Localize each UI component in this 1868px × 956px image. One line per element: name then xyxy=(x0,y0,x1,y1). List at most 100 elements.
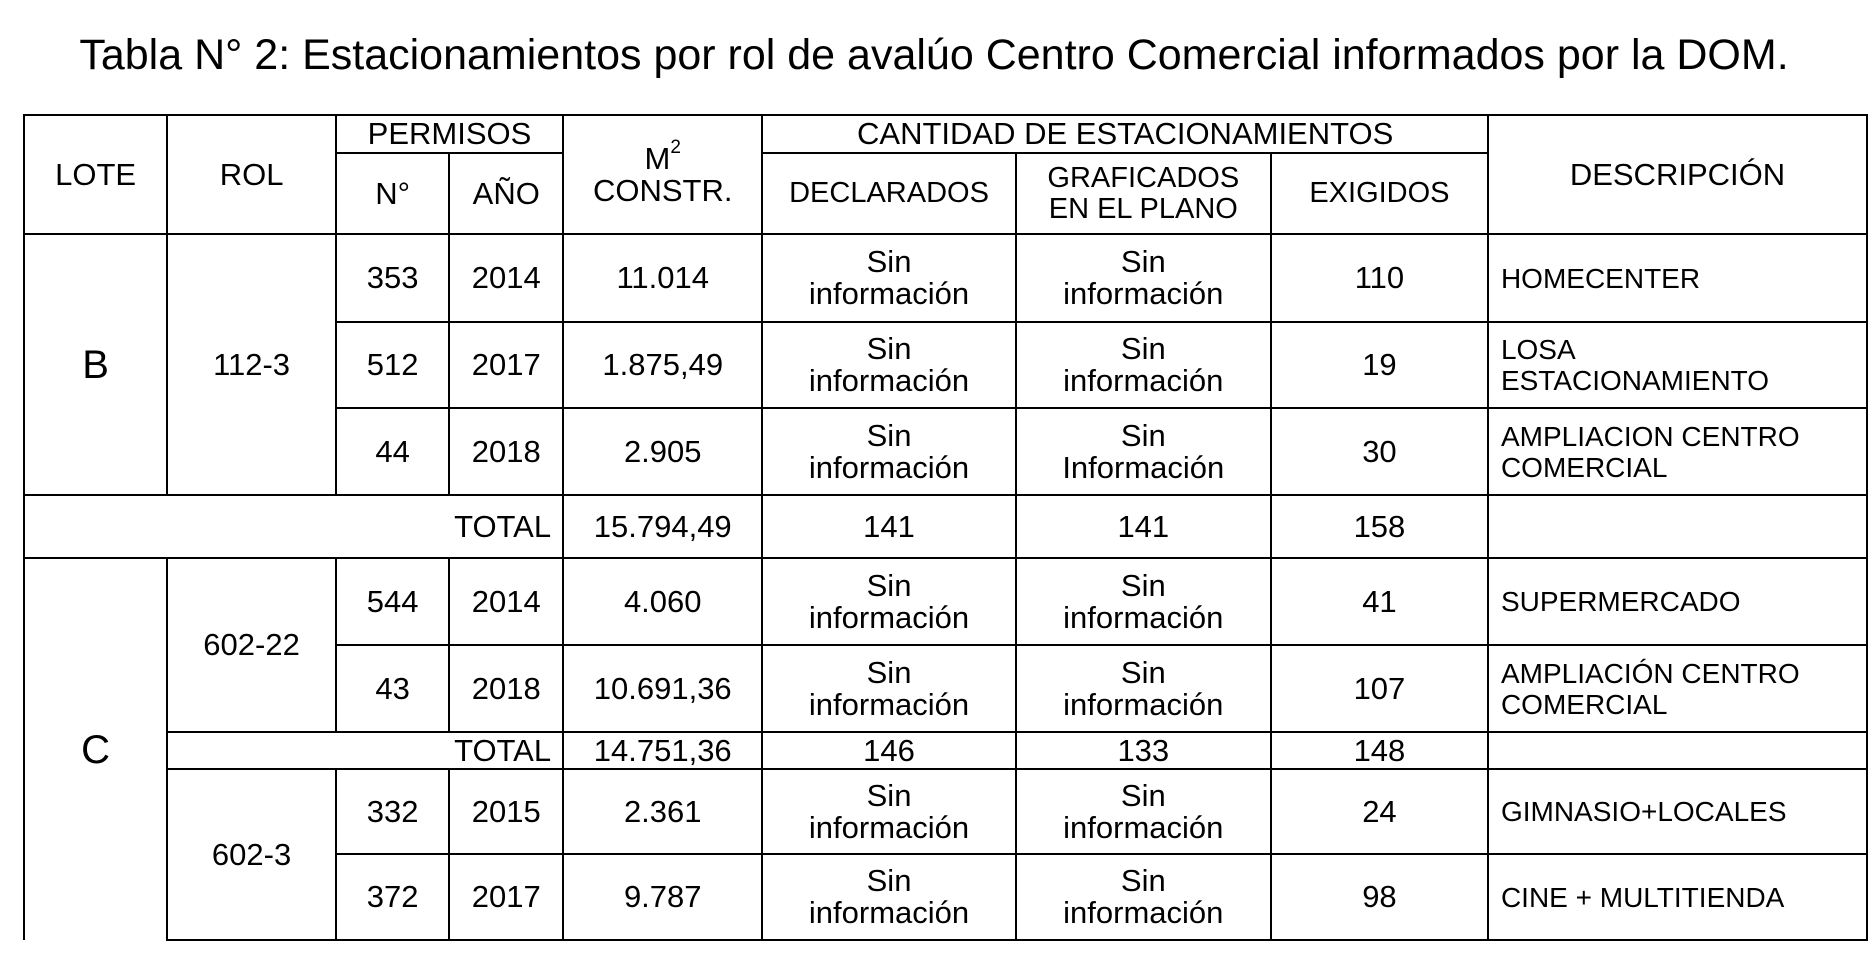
graficados-cell: Sin información xyxy=(1014,768,1272,855)
header-permisos: PERMISOS xyxy=(334,114,565,154)
permiso-n: 43 xyxy=(334,644,451,733)
descripcion-line1: AMPLIACION CENTRO xyxy=(1500,420,1800,452)
total-label: TOTAL xyxy=(22,494,565,559)
graficados-line2: información xyxy=(1063,276,1224,311)
permiso-anio: 2015 xyxy=(448,768,565,855)
exigidos-cell: 30 xyxy=(1269,407,1489,496)
descripcion-line1: CINE + MULTITIENDA xyxy=(1500,881,1785,913)
permiso-anio: 2017 xyxy=(448,321,565,409)
descripcion-cell: LOSA ESTACIONAMIENTO xyxy=(1486,321,1868,409)
m2-constr: 4.060 xyxy=(562,557,764,646)
permiso-anio: 2014 xyxy=(448,557,565,646)
total-descripcion xyxy=(1486,494,1868,559)
graficados-line1: Sin xyxy=(1120,244,1166,279)
descripcion-line1: LOSA xyxy=(1500,334,1576,365)
descripcion-cell: HOMECENTER xyxy=(1486,233,1868,323)
descripcion-cell: AMPLIACION CENTRO COMERCIAL xyxy=(1486,407,1868,496)
declarados-line2: información xyxy=(808,276,970,311)
exigidos-cell: 98 xyxy=(1269,853,1489,941)
lote-cell: C xyxy=(22,557,169,940)
graficados-line2: información xyxy=(1063,895,1224,930)
declarados-line2: información xyxy=(808,809,970,845)
graficados-cell: Sin información xyxy=(1014,233,1272,323)
header-constr: CONSTR. xyxy=(592,172,733,208)
m2-constr: 1.875,49 xyxy=(562,321,764,409)
rol-cell: 602-22 xyxy=(166,557,337,733)
table-row: 44 2018 2.905 Sin información Sin Inform… xyxy=(24,407,1868,496)
exigidos-cell: 19 xyxy=(1269,321,1489,409)
total-graficados: 133 xyxy=(1014,731,1272,770)
graficados-line1: Sin xyxy=(1120,654,1166,690)
rol-cell: 602-3 xyxy=(166,768,337,941)
permiso-anio: 2017 xyxy=(448,853,565,941)
graficados-cell: Sin información xyxy=(1014,557,1272,646)
permiso-n: 332 xyxy=(334,768,451,855)
graficados-line1: Sin xyxy=(1120,863,1166,898)
graficados-line2: información xyxy=(1063,363,1224,398)
graficados-line2: información xyxy=(1063,809,1224,845)
descripcion-line1: HOMECENTER xyxy=(1500,262,1701,294)
header-lote: LOTE xyxy=(22,114,169,235)
exigidos-cell: 110 xyxy=(1269,233,1489,323)
descripcion-line2: COMERCIAL xyxy=(1500,688,1668,720)
declarados-cell: Sin información xyxy=(761,644,1017,733)
descripcion-line2: ESTACIONAMIENTO xyxy=(1500,365,1770,396)
exigidos-cell: 41 xyxy=(1269,557,1489,646)
graficados-line1: Sin xyxy=(1120,777,1166,813)
declarados-cell: Sin información xyxy=(761,407,1017,496)
descripcion-line1: SUPERMERCADO xyxy=(1500,586,1741,617)
total-row: TOTAL 15.794,49 141 141 158 xyxy=(22,494,1868,559)
header-cantidad: CANTIDAD DE ESTACIONAMIENTOS xyxy=(761,114,1489,154)
m2-constr: 10.691,36 xyxy=(562,644,764,733)
header-graficados-line1: GRAFICADOS xyxy=(1047,161,1240,194)
descripcion-cell: AMPLIACIÓN CENTRO COMERCIAL xyxy=(1486,644,1868,733)
header-exigidos: EXIGIDOS xyxy=(1269,152,1489,235)
declarados-cell: Sin información xyxy=(761,321,1017,409)
total-declarados: 141 xyxy=(761,494,1017,559)
permiso-n: 512 xyxy=(334,321,451,409)
declarados-line2: información xyxy=(808,363,970,398)
descripcion-line1: AMPLIACIÓN CENTRO xyxy=(1500,657,1800,689)
descripcion-cell: CINE + MULTITIENDA xyxy=(1486,853,1868,941)
declarados-line1: Sin xyxy=(866,654,912,690)
table-row: B 112-3 353 2014 11.014 Sin información … xyxy=(22,233,1868,496)
m2-constr: 9.787 xyxy=(562,853,764,941)
declarados-cell: Sin información xyxy=(761,233,1017,323)
total-label: TOTAL xyxy=(166,731,565,770)
permiso-n: 353 xyxy=(334,233,451,323)
permiso-anio: 2018 xyxy=(448,407,565,496)
graficados-line2: información xyxy=(1063,599,1224,635)
declarados-cell: Sin información xyxy=(761,768,1017,855)
declarados-line1: Sin xyxy=(866,244,912,279)
declarados-line1: Sin xyxy=(866,777,912,813)
graficados-line1: Sin xyxy=(1120,417,1166,453)
graficados-cell: Sin información xyxy=(1014,644,1272,733)
total-exigidos: 158 xyxy=(1269,494,1489,559)
page-title: Tabla N° 2: Estacionamientos por rol de … xyxy=(79,31,1789,79)
graficados-line2: información xyxy=(1063,686,1224,722)
total-descripcion xyxy=(1486,731,1868,770)
permiso-anio: 2014 xyxy=(448,233,565,323)
header-n: N° xyxy=(334,152,451,235)
declarados-cell: Sin información xyxy=(761,853,1017,941)
permiso-n: 44 xyxy=(334,407,451,496)
rol-cell: 112-3 xyxy=(166,233,337,496)
table-row: 512 2017 1.875,49 Sin información Sin in… xyxy=(24,321,1868,409)
exigidos-cell: 107 xyxy=(1269,644,1489,733)
header-rol: ROL xyxy=(166,114,337,235)
total-exigidos: 148 xyxy=(1269,731,1489,770)
table-row: C 602-22 544 2014 4.060 Sin información … xyxy=(22,557,1868,940)
header-row: LOTE ROL PERMISOS M2 CONSTR. CANTIDAD DE… xyxy=(22,114,1868,235)
header-m2-constr: M2 CONSTR. xyxy=(562,114,764,235)
declarados-line1: Sin xyxy=(866,331,912,366)
declarados-line1: Sin xyxy=(866,863,912,898)
graficados-line2: Información xyxy=(1062,449,1225,485)
declarados-line2: información xyxy=(808,449,970,485)
graficados-cell: Sin Información xyxy=(1014,407,1272,496)
descripcion-line1: GIMNASIO+LOCALES xyxy=(1500,796,1787,827)
total-row: TOTAL 14.751,36 146 133 148 xyxy=(24,731,1868,770)
declarados-line2: información xyxy=(808,599,970,635)
graficados-cell: Sin información xyxy=(1014,853,1272,941)
descripcion-cell: GIMNASIO+LOCALES xyxy=(1486,768,1868,855)
declarados-line1: Sin xyxy=(866,417,912,453)
